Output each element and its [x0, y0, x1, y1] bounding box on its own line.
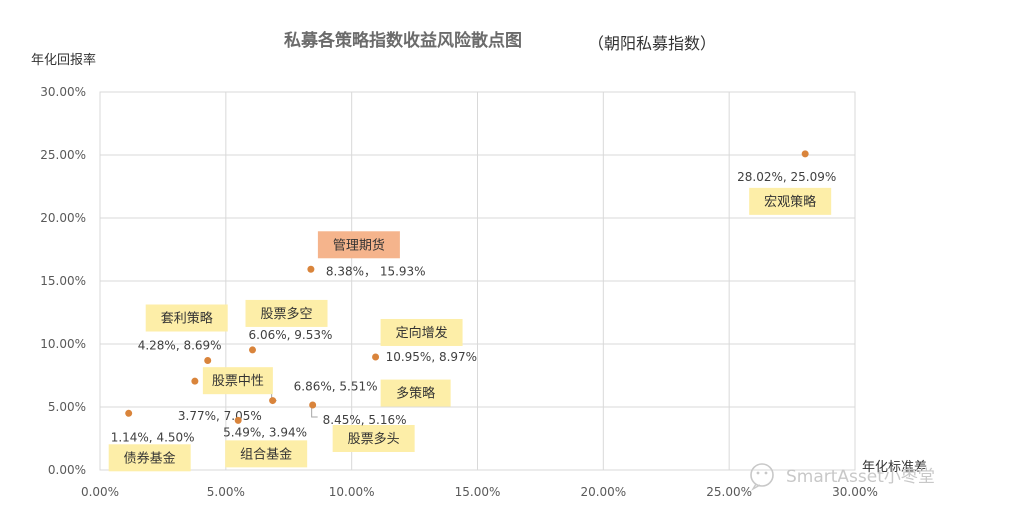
data-point — [125, 409, 133, 417]
x-axis-title: 年化标准差 — [862, 460, 927, 475]
category-tag-label: 组合基金 — [240, 446, 292, 462]
category-tag-label: 定向增发 — [396, 325, 448, 341]
y-tick-label: 20.00% — [40, 211, 86, 225]
data-points — [125, 150, 809, 424]
watermark: SmartAsset小枣堂 — [750, 463, 935, 491]
category-tag-label: 股票多空 — [261, 306, 313, 322]
x-tick-label: 25.00% — [706, 485, 752, 499]
data-label: 28.02%, 25.09% — [737, 170, 836, 184]
data-label: 1.14%, 4.50% — [111, 430, 195, 444]
x-tick-label: 5.00% — [207, 485, 245, 499]
data-point — [801, 150, 809, 158]
y-tick-label: 10.00% — [40, 337, 86, 351]
category-tag-box — [749, 187, 832, 215]
category-tag-box — [145, 304, 228, 332]
data-label: 6.86%, 5.51% — [294, 380, 378, 394]
chart-title: 私募各策略指数收益风险散点图 — [284, 30, 522, 51]
category-tag-label: 宏观策略 — [764, 194, 816, 210]
category-tag-box — [108, 444, 191, 472]
data-label: 5.49%, 3.94% — [223, 425, 307, 439]
wechat-icon — [750, 463, 774, 491]
y-tick-label: 0.00% — [48, 463, 86, 477]
category-tag-label: 管理期货 — [333, 237, 385, 253]
data-point — [307, 265, 315, 273]
data-label: 4.28%, 8.69% — [138, 339, 222, 353]
data-label: 10.95%, 8.97% — [386, 350, 478, 364]
y-tick-label: 5.00% — [48, 400, 86, 414]
x-tick-label: 20.00% — [580, 485, 626, 499]
x-tick-label: 30.00% — [832, 485, 878, 499]
data-labels: 28.02%, 25.09% 8.38%， 15.93% 6.06%, 9.53% 4… — [111, 170, 837, 444]
category-tag-label: 套利策略 — [161, 311, 213, 327]
category-tag-label: 股票中性 — [212, 374, 264, 389]
category-tag-box — [317, 231, 400, 259]
category-tag-box — [380, 318, 463, 346]
data-label: 6.06%, 9.53% — [249, 328, 333, 342]
x-tick-label: 0.00% — [81, 485, 119, 499]
watermark-text: SmartAsset小枣堂 — [786, 467, 935, 487]
y-axis-title: 年化回报率 — [31, 52, 96, 68]
data-point — [372, 353, 380, 361]
chart-subtitle: （朝阳私募指数） — [588, 34, 716, 53]
leader-line — [311, 406, 318, 418]
data-label: 8.38%， 15.93% — [326, 264, 426, 278]
category-tag-label: 股票多头 — [348, 431, 400, 447]
data-point — [309, 401, 317, 409]
y-tick-label: 30.00% — [40, 85, 86, 99]
category-tag-box — [202, 367, 273, 395]
x-tick-label: 10.00% — [329, 485, 375, 499]
category-tag-box — [225, 440, 308, 468]
category-tag-box — [380, 379, 451, 407]
data-point — [234, 416, 242, 424]
y-tick-label: 25.00% — [40, 148, 86, 162]
category-tag-label: 多策略 — [396, 386, 435, 402]
data-point — [269, 397, 277, 405]
y-tick-label: 15.00% — [40, 274, 86, 288]
data-point — [249, 346, 257, 354]
category-tag-box — [332, 424, 415, 452]
data-label: 8.45%, 5.16% — [323, 413, 407, 427]
category-tag-label: 债券基金 — [124, 450, 176, 466]
data-point — [204, 357, 212, 365]
x-tick-label: 15.00% — [455, 485, 501, 499]
data-point — [191, 377, 199, 385]
category-tag-box — [245, 299, 328, 327]
data-label: 3.77%, 7.05% — [178, 409, 262, 423]
grid-lines — [99, 91, 856, 471]
axis-ticks: 0.00% 5.00% 10.00% 15.00% 20.00% 25.00% 30.00%… — [40, 85, 878, 499]
